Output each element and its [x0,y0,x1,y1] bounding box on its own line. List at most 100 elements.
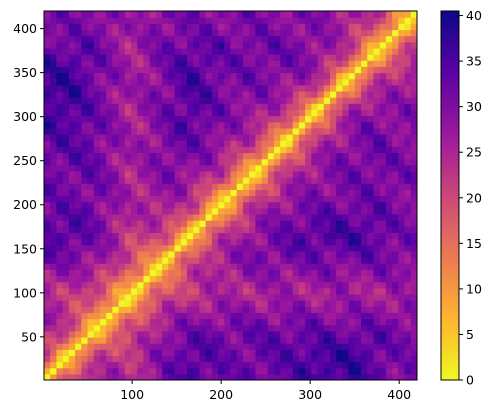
heatmap-cell [236,361,244,369]
heatmap-cell [224,201,232,209]
heatmap-cell [174,23,182,31]
heatmap-cell [186,47,194,55]
heatmap-cell [298,23,306,31]
heatmap-cell [44,152,51,160]
heatmap-cell [342,373,350,380]
heatmap-cell [218,90,225,98]
heatmap-cell [404,164,412,172]
heatmap-cell [267,263,275,270]
heatmap-cell [93,312,101,320]
heatmap-cell [317,72,325,80]
heatmap-cell [81,373,89,380]
heatmap-cell [286,127,294,135]
heatmap-cell [242,29,250,37]
heatmap-cell [137,72,145,80]
heatmap-cell [373,349,381,356]
heatmap-cell [68,244,76,252]
heatmap-cell [87,238,95,246]
heatmap-cell [398,361,406,369]
heatmap-cell [99,90,107,98]
heatmap-cell [44,29,51,37]
heatmap-cell [93,275,101,283]
heatmap-cell [336,361,343,369]
heatmap-cell [112,250,120,258]
heatmap-cell [87,35,95,43]
heatmap-cell [336,146,343,154]
heatmap-cell [361,207,368,215]
heatmap-cell [118,238,126,246]
heatmap-cell [180,90,188,98]
heatmap-cell [354,244,362,252]
heatmap-cell [361,263,368,270]
heatmap-cell [56,35,64,43]
heatmap-cell [230,152,238,160]
heatmap-cell [155,367,163,375]
heatmap-cell [398,90,406,98]
heatmap-cell [392,134,399,141]
heatmap-cell [329,11,337,18]
heatmap-cell [323,121,331,129]
heatmap-cell [50,11,58,18]
heatmap-cell [81,84,89,92]
heatmap-cell [317,170,325,178]
heatmap-cell [131,54,138,61]
heatmap-cell [218,146,225,154]
heatmap-cell [199,84,207,92]
heatmap-cell [286,306,294,313]
heatmap-cell [218,213,225,221]
heatmap-cell [174,244,182,252]
heatmap-cell [87,170,95,178]
heatmap-cell [186,238,194,246]
heatmap-cell [286,23,294,31]
heatmap-cell [267,207,275,215]
heatmap-cell [124,207,132,215]
heatmap-cell [249,29,256,37]
heatmap-cell [361,158,368,166]
heatmap-cell [193,269,201,277]
heatmap-cell [218,47,225,55]
heatmap-cell [274,177,281,184]
heatmap-cell [242,367,250,375]
heatmap-cell [329,312,337,320]
heatmap-cell [68,23,76,31]
heatmap-cell [168,84,176,92]
heatmap-cell [137,170,145,178]
heatmap-cell [292,373,300,380]
heatmap-cell [348,109,356,117]
heatmap-cell [367,164,375,172]
heatmap-cell [236,54,244,61]
heatmap-cell [267,343,275,350]
heatmap-cell [199,244,207,252]
heatmap-cell [404,263,412,270]
heatmap-cell [143,152,151,160]
heatmap-cell [404,140,412,147]
heatmap-cell [242,60,250,67]
heatmap-cell [56,60,64,67]
heatmap-cell [75,97,82,104]
heatmap-cell [143,238,151,246]
heatmap-cell [50,300,58,307]
heatmap-cell [143,158,151,166]
heatmap-cell [329,207,337,215]
heatmap-cell [305,312,312,320]
heatmap-cell [124,23,132,31]
heatmap-cell [361,343,368,350]
heatmap-cell [342,349,350,356]
heatmap-cell [255,121,263,129]
heatmap-cell [180,170,188,178]
heatmap-cell [186,324,194,332]
heatmap-cell [242,244,250,252]
heatmap-cell [218,367,225,375]
heatmap-cell [56,140,64,147]
heatmap-cell [87,29,95,37]
heatmap-cell [193,201,201,209]
heatmap-cell [205,121,213,129]
heatmap-cell [255,84,263,92]
heatmap-cell [392,300,399,307]
heatmap-cell [373,232,381,240]
heatmap-cell [280,336,288,344]
heatmap-cell [329,220,337,227]
heatmap-cell [336,281,343,289]
heatmap-cell [118,115,126,123]
heatmap-cell [93,97,101,104]
